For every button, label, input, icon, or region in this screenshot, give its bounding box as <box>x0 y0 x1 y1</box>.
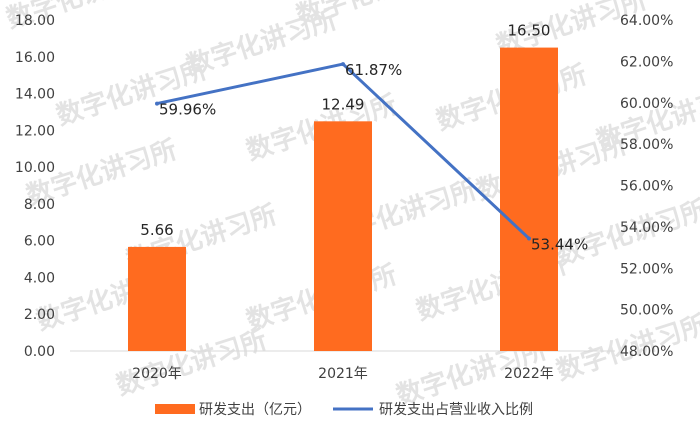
legend-line-label: 研发支出占营业收入比例 <box>379 402 533 418</box>
left-tick-label: 4.00 <box>24 270 55 286</box>
left-tick-label: 14.00 <box>15 87 55 103</box>
x-tick-label: 2021年 <box>318 366 368 382</box>
right-axis: 48.00% 50.00% 52.00% 54.00% 56.00% 58.00% 60.0… <box>620 13 673 360</box>
bar <box>128 246 186 351</box>
bar-value-label: 16.50 <box>508 22 551 40</box>
left-tick-label: 16.00 <box>15 50 55 66</box>
right-tick-label: 52.00% <box>620 261 673 277</box>
right-tick-label: 54.00% <box>620 220 673 236</box>
bar-series: 5.66 12.49 16.50 <box>128 22 558 351</box>
bar-value-label: 12.49 <box>322 95 365 113</box>
left-tick-label: 10.00 <box>15 160 55 176</box>
legend-bar-swatch <box>155 404 195 414</box>
bar <box>314 121 372 351</box>
right-tick-label: 48.00% <box>620 344 673 360</box>
right-tick-label: 64.00% <box>620 13 673 29</box>
left-tick-label: 6.00 <box>24 234 55 250</box>
legend: 研发支出（亿元） 研发支出占营业收入比例 <box>155 402 533 418</box>
right-tick-label: 58.00% <box>620 137 673 153</box>
right-tick-label: 50.00% <box>620 303 673 319</box>
right-tick-label: 60.00% <box>620 96 673 112</box>
line-point <box>341 62 345 67</box>
left-tick-label: 0.00 <box>24 344 55 360</box>
left-tick-label: 8.00 <box>24 197 55 213</box>
bar <box>500 47 558 351</box>
line-series: 59.96% 61.87% 53.44% <box>155 61 588 253</box>
line-value-label: 53.44% <box>531 235 588 253</box>
left-tick-label: 12.00 <box>15 123 55 139</box>
line-value-label: 61.87% <box>345 61 402 79</box>
line-value-label: 59.96% <box>159 101 216 119</box>
x-axis: 2020年 2021年 2022年 <box>132 366 554 382</box>
line-point <box>155 101 159 106</box>
left-tick-label: 18.00 <box>15 13 55 29</box>
legend-bar-label: 研发支出（亿元） <box>199 402 311 418</box>
bar-value-label: 5.66 <box>140 221 173 239</box>
line-point <box>527 236 531 241</box>
watermark-text: 数字化讲习所 <box>53 54 211 132</box>
left-axis: 0.00 2.00 4.00 6.00 8.00 10.00 12.00 14.00 16.00… <box>15 13 55 360</box>
x-tick-label: 2020年 <box>132 366 182 382</box>
right-tick-label: 62.00% <box>620 54 673 70</box>
right-tick-label: 56.00% <box>620 179 673 195</box>
x-tick-label: 2022年 <box>504 366 554 382</box>
left-tick-label: 2.00 <box>24 307 55 323</box>
